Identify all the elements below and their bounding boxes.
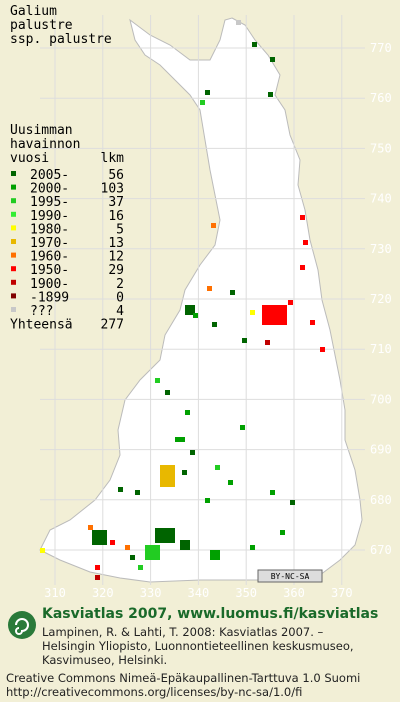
legend-label: ??? <box>30 304 53 319</box>
citation: Kasvimuseo, Helsinki. <box>42 653 167 667</box>
northing-label: 720 <box>370 292 392 306</box>
legend-label: -1899 <box>30 290 69 305</box>
legend-header: vuosi <box>10 151 49 166</box>
total-label: Yhteensä <box>10 318 73 333</box>
legend-swatch <box>11 211 16 217</box>
site-name: Kasviatlas 2007, www.luomus.fi/kasviatla… <box>42 606 378 622</box>
legend-label: 1990- <box>30 209 69 224</box>
legend-swatch <box>11 293 16 299</box>
legend-label: 1970- <box>30 236 69 251</box>
legend-label: 1950- <box>30 263 69 278</box>
northing-label: 670 <box>370 543 392 557</box>
easting-label: 330 <box>140 586 162 600</box>
legend-label: 1995- <box>30 195 69 210</box>
easting-label: 310 <box>44 586 66 600</box>
legend-count-header: lkm <box>101 151 125 166</box>
legend-label: 1980- <box>30 222 69 237</box>
easting-label: 340 <box>188 586 210 600</box>
license: Creative Commons Nimeä-Epäkaupallinen-Ta… <box>6 671 360 685</box>
northing-label: 690 <box>370 443 392 457</box>
legend-label: 2000- <box>30 182 69 197</box>
legend-label: 1960- <box>30 250 69 265</box>
legend-swatch <box>11 198 16 204</box>
northing-label: 680 <box>370 493 392 507</box>
easting-label: 350 <box>235 586 257 600</box>
northing-label: 740 <box>370 192 392 206</box>
legend-count: 103 <box>101 182 124 197</box>
legend-label: 2005- <box>30 168 69 183</box>
legend-count: 13 <box>108 236 124 251</box>
legend-header: havainnon <box>10 137 80 152</box>
legend-count: 16 <box>108 209 124 224</box>
grid: 770 760 750 740 730 720 710 700 690 680 670 310 320 3… <box>40 15 392 600</box>
legend-swatch <box>11 266 16 272</box>
legend-swatch <box>11 239 16 244</box>
legend-count: 37 <box>108 195 124 210</box>
legend-label: 1900- <box>30 277 69 292</box>
legend-swatch <box>11 279 16 285</box>
observations <box>40 20 325 580</box>
title-line: palustre <box>10 18 73 33</box>
legend-swatch <box>11 307 16 312</box>
northing-label: 770 <box>370 41 392 55</box>
easting-label: 320 <box>92 586 114 600</box>
legend-swatch <box>11 252 16 258</box>
northing-label: 750 <box>370 141 392 155</box>
license-badge <box>257 569 323 583</box>
legend-swatch <box>11 184 16 190</box>
legend-swatch <box>11 225 16 231</box>
northing-label: 730 <box>370 242 392 256</box>
legend-count: 12 <box>108 250 124 265</box>
license-badge-text: BY-NC-SA <box>271 572 310 581</box>
legend-count: 29 <box>108 263 124 278</box>
legend-count: 5 <box>116 222 124 237</box>
easting-label: 370 <box>331 586 353 600</box>
citation: Helsingin Yliopisto, Luonnontieteellinen… <box>42 639 354 653</box>
title-line: Galium <box>10 4 57 19</box>
logo <box>8 611 36 639</box>
northing-label: 710 <box>370 342 392 356</box>
northing-label: 760 <box>370 91 392 105</box>
title-line: ssp. palustre <box>10 32 112 47</box>
total-count: 277 <box>101 318 124 333</box>
citation: Lampinen, R. & Lahti, T. 2008: Kasviatla… <box>42 625 324 639</box>
legend-header: Uusimman <box>10 123 73 138</box>
legend-count: 0 <box>116 290 124 305</box>
legend-swatch <box>11 171 16 176</box>
northing-label: 700 <box>370 392 392 406</box>
legend-count: 56 <box>108 168 124 183</box>
license: http://creativecommons.org/licenses/by-n… <box>6 685 302 699</box>
easting-label: 360 <box>283 586 305 600</box>
legend-count: 4 <box>116 304 124 319</box>
legend-count: 2 <box>116 277 124 292</box>
